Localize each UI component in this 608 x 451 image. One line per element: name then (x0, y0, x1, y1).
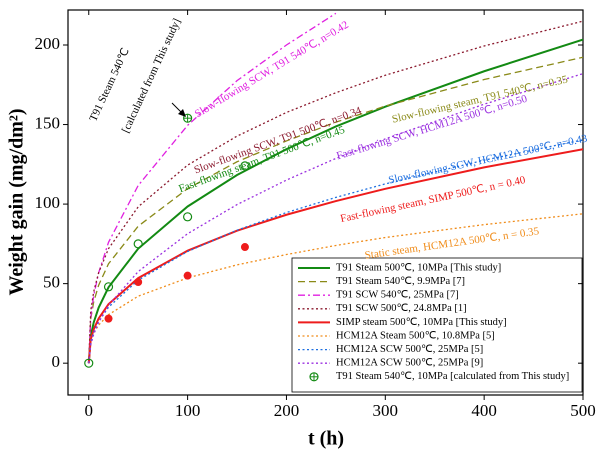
legend-label: HCM12A SCW 500℃, 25MPa [9] (336, 358, 483, 369)
y-tick-label: 0 (52, 352, 61, 371)
legend-label: HCM12A Steam 500℃, 10.8MPa [5] (336, 330, 495, 341)
legend-label: SIMP steam 500℃, 10MPa [This study] (336, 317, 507, 328)
point (309, 372, 319, 382)
x-tick-label: 300 (373, 401, 399, 420)
annotation: Fast-flowing steam, T91 500℃, n=0.45 (177, 124, 347, 196)
annotation: Static steam, HCM12A 500℃, n = 0.35 (364, 225, 540, 261)
y-tick-label: 200 (35, 34, 61, 53)
point (183, 271, 192, 280)
point (240, 243, 249, 252)
annotation: Slow-flowing SCW, HCM12A 500℃, n=0.43 (387, 132, 589, 186)
point (183, 113, 193, 123)
curves (87, 12, 583, 364)
legend-box (291, 257, 583, 393)
series-line (88, 20, 583, 364)
point (240, 161, 250, 171)
series-line (88, 56, 583, 364)
x-axis-label: t (h) (308, 428, 344, 450)
legend-label: T91 Steam 540℃, 9.9MPa [7] (336, 276, 465, 287)
point-circle (133, 239, 143, 249)
arrowhead (178, 109, 186, 117)
legend-label: T91 Steam 500℃, 10MPa [This study] (336, 262, 501, 273)
series-line (88, 139, 583, 364)
point (103, 282, 114, 292)
point (134, 278, 143, 287)
plot-frame (67, 9, 584, 396)
annotation: Slow-flowing SCW, T91 540℃, n=0.42 (193, 19, 351, 121)
point-circle (240, 161, 250, 171)
y-tick-label: 150 (35, 113, 61, 132)
legend-label: T91 SCW 540℃, 25MPa [7] (336, 290, 459, 301)
point (133, 239, 143, 249)
annotation: T91 Steam 540℃ (87, 46, 132, 123)
point-circle (103, 282, 114, 292)
y-axis-label: Weight gain (mg/dm²) (6, 108, 28, 295)
legend-label: T91 Steam 540℃, 10MPa [calculated from T… (336, 371, 569, 382)
x-tick-label: 500 (570, 401, 596, 420)
series-line (87, 38, 583, 364)
series-line (88, 12, 337, 364)
annotation: Fast-flowing steam, SIMP 500℃, n = 0.40 (339, 174, 527, 225)
x-tick-label: 200 (274, 401, 300, 420)
point-circle (183, 212, 193, 222)
y-tick-label: 50 (43, 273, 60, 292)
x-tick-label: 100 (175, 401, 201, 420)
point (104, 314, 113, 323)
point (84, 358, 94, 368)
point (183, 212, 193, 222)
annotation: [calculated from This study] (120, 17, 184, 135)
x-tick-label: 0 (85, 401, 94, 420)
y-tick-label: 100 (35, 193, 61, 212)
series-line (88, 73, 583, 364)
series-line (87, 148, 583, 364)
legend-label: HCM12A SCW 500℃, 25MPa [5] (336, 344, 483, 355)
x-tick-label: 400 (471, 401, 497, 420)
annotation: Slow-flowing SCW, T91 500℃, n=0.34 (193, 104, 364, 176)
legend-label: T91 SCW 500℃, 24.8MPa [1] (336, 303, 467, 314)
point-circle (84, 358, 94, 368)
